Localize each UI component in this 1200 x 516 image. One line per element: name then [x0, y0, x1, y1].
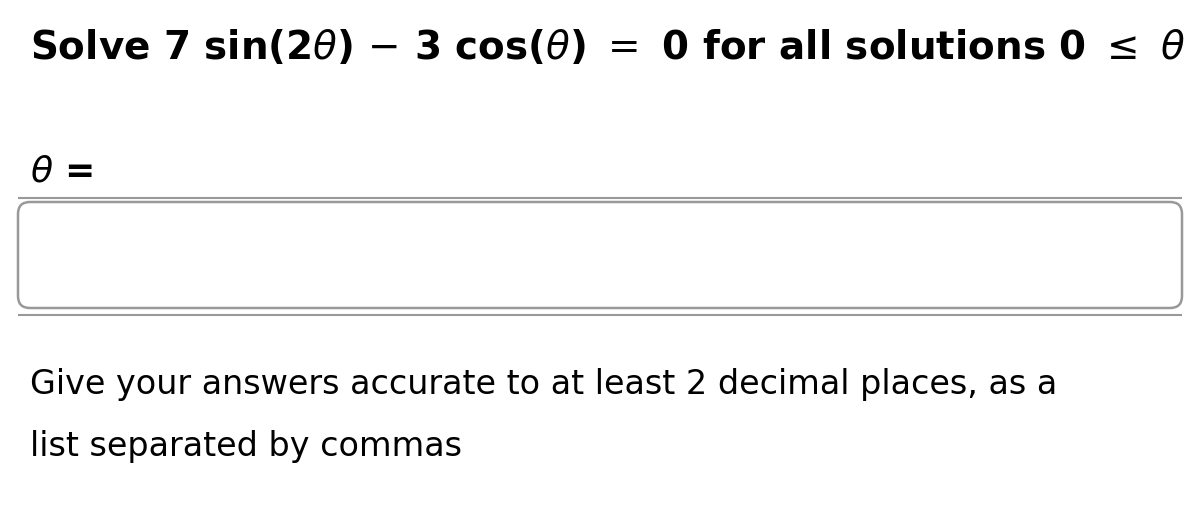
Text: Give your answers accurate to at least 2 decimal places, as a: Give your answers accurate to at least 2…: [30, 368, 1057, 401]
Text: $\theta$ =: $\theta$ =: [30, 155, 94, 189]
FancyBboxPatch shape: [18, 202, 1182, 308]
Text: Solve 7 sin(2$\theta$) $-$ 3 cos($\theta$) $=$ 0 for all solutions 0 $\leq$ $\th: Solve 7 sin(2$\theta$) $-$ 3 cos($\theta…: [30, 28, 1200, 67]
Text: list separated by commas: list separated by commas: [30, 430, 462, 463]
